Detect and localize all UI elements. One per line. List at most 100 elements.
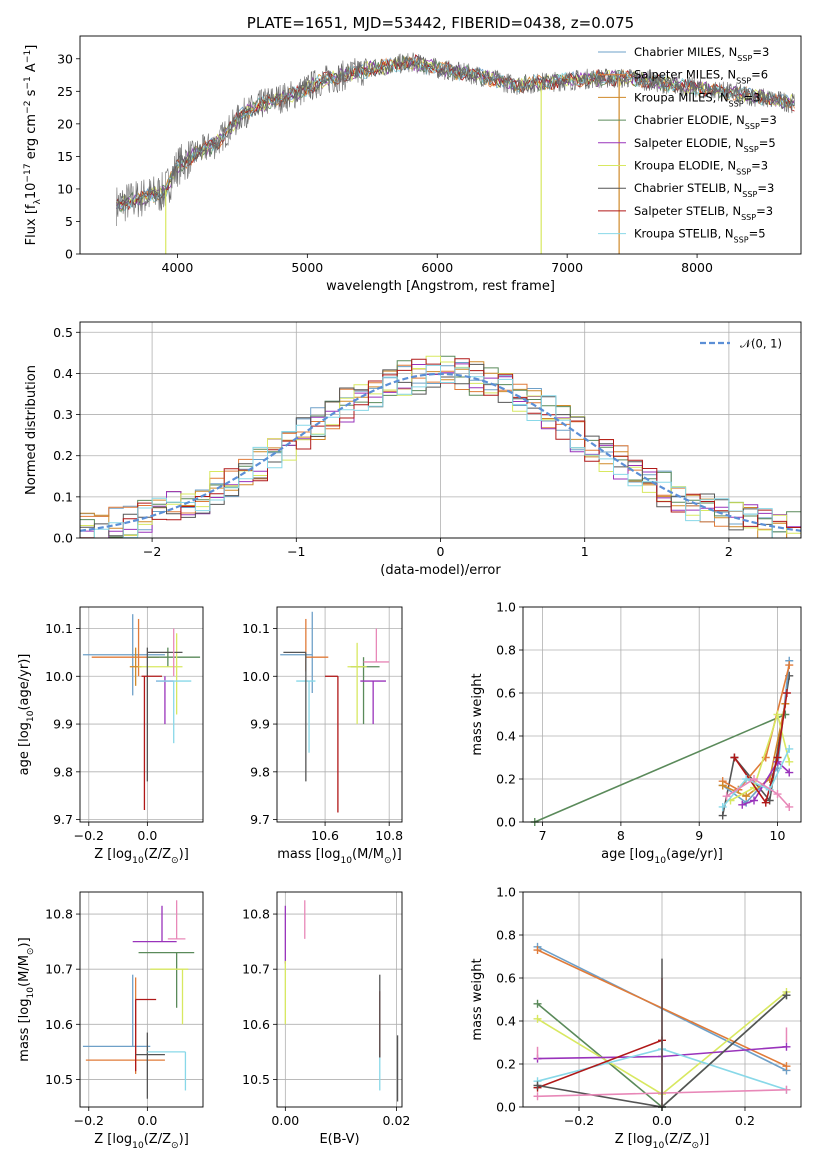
legend-entry: Chabrier ELODIE, NSSP=3 bbox=[634, 113, 777, 131]
y-tick-label: 0.0 bbox=[496, 1100, 516, 1115]
y-tick-label: 0.2 bbox=[496, 1057, 516, 1072]
y-axis-label: Flux [fλ10−17 erg cm−2 s−1 A−1] bbox=[23, 45, 43, 246]
y-tick-label: 0.3 bbox=[53, 407, 73, 422]
y-tick-label: 20 bbox=[57, 116, 73, 131]
y-tick-label: 0.2 bbox=[53, 448, 73, 463]
series-line-salpeter-elodie bbox=[742, 760, 790, 806]
y-tick-label: 10.6 bbox=[45, 1017, 73, 1032]
x-tick-label: −1 bbox=[287, 544, 305, 559]
x-tick-label: 0.2 bbox=[735, 1113, 755, 1128]
y-tick-label: 10 bbox=[57, 181, 73, 196]
errorbar-point bbox=[132, 905, 177, 943]
plus-marker bbox=[782, 991, 791, 1000]
plus-marker bbox=[785, 661, 794, 670]
spectrum-panel: 4000 5000 6000 7000 8000 0 5 10 15 20 25 30 waveleng… bbox=[23, 14, 802, 294]
x-tick-label: −2 bbox=[143, 544, 161, 559]
x-tick-label: 0.0 bbox=[137, 828, 157, 843]
x-tick-label: 0.02 bbox=[383, 1113, 411, 1128]
y-tick-label: 10.0 bbox=[45, 669, 73, 684]
chart-title: PLATE=1651, MJD=53442, FIBERID=0438, z=0… bbox=[247, 14, 634, 32]
errorbar-point bbox=[138, 951, 195, 1008]
x-tick-label: 0 bbox=[437, 544, 445, 559]
y-tick-label: 0.1 bbox=[53, 489, 73, 504]
data-spectrum bbox=[116, 52, 795, 227]
y-tick-label: 10.0 bbox=[242, 669, 270, 684]
x-tick-label: 1 bbox=[581, 544, 589, 559]
legend-entry: Kroupa STELIB, NSSP=5 bbox=[634, 227, 766, 245]
x-tick-label: −0.2 bbox=[564, 1113, 594, 1128]
y-tick-label: 9.7 bbox=[53, 812, 73, 827]
x-tick-label: −0.2 bbox=[74, 828, 104, 843]
y-axis-label: mass weight bbox=[470, 673, 485, 755]
errorbar-point bbox=[360, 680, 386, 725]
axes-frame bbox=[522, 606, 802, 823]
x-tick-label: 6000 bbox=[421, 260, 453, 275]
y-tick-label: 9.9 bbox=[250, 717, 270, 732]
legend-entry: Salpeter STELIB, NSSP=3 bbox=[634, 204, 773, 222]
y-tick-label: 10.8 bbox=[242, 907, 270, 922]
plus-marker bbox=[782, 1042, 791, 1051]
series-line-extra_pink bbox=[726, 778, 790, 808]
errorbar-point bbox=[167, 900, 186, 940]
series-line-salpeter-stelib bbox=[537, 1039, 663, 1089]
plus-marker bbox=[533, 1081, 542, 1090]
errorbar-point bbox=[347, 642, 367, 725]
plus-marker bbox=[742, 775, 751, 783]
x-tick-label: 10.6 bbox=[311, 828, 339, 843]
x-tick-label: 7 bbox=[539, 828, 547, 843]
y-tick-label: 5 bbox=[65, 214, 73, 229]
y-tick-label: 10.6 bbox=[242, 1017, 270, 1032]
x-tick-label: −0.2 bbox=[74, 1113, 104, 1128]
residuals-panel: −2 −1 0 1 2 0.0 0.1 0.2 0.3 0.4 0.5 (data-model)/er… bbox=[24, 321, 802, 578]
x-tick-label: 8000 bbox=[681, 260, 713, 275]
errorbar-point bbox=[147, 1051, 187, 1091]
x-axis-label: Z [log10(Z/Z⊙)] bbox=[94, 847, 189, 866]
errorbar-point bbox=[82, 974, 151, 1048]
x-axis-label: age [log10(age/yr)] bbox=[601, 847, 723, 866]
legend: Chabrier MILES, NSSP=3 Salpeter MILES, NS… bbox=[598, 45, 777, 244]
weight-vs-age-panel: 7 8 9 10 0.0 0.2 0.4 0.6 0.8 1.0 age [log10(age/yr… bbox=[470, 600, 802, 866]
axes-frame bbox=[79, 35, 802, 255]
axes-frame bbox=[276, 606, 403, 823]
plus-marker bbox=[722, 792, 731, 801]
y-tick-label: 25 bbox=[57, 84, 73, 99]
axes-frame bbox=[79, 606, 204, 823]
legend-entry: Kroupa MILES, NSSP=3 bbox=[634, 90, 761, 108]
plus-marker bbox=[773, 753, 782, 762]
y-tick-label: 9.8 bbox=[250, 764, 270, 779]
legend-entry: Chabrier MILES, NSSP=3 bbox=[634, 45, 769, 63]
x-tick-label: 0.0 bbox=[137, 1113, 157, 1128]
x-tick-label: 8 bbox=[617, 828, 625, 843]
x-tick-label: 10.8 bbox=[375, 828, 403, 843]
axes-frame bbox=[79, 891, 204, 1108]
y-tick-label: 10.7 bbox=[242, 962, 270, 977]
x-axis-label: E(B-V) bbox=[319, 1132, 359, 1147]
y-tick-label: 0.0 bbox=[53, 531, 73, 546]
series-line-chabrier-elodie bbox=[534, 713, 786, 823]
errorbar-point bbox=[82, 614, 165, 696]
y-axis-label: Normed distribution bbox=[24, 365, 39, 495]
y-tick-label: 9.7 bbox=[250, 812, 270, 827]
plus-marker bbox=[782, 1062, 791, 1071]
y-tick-label: 0.8 bbox=[496, 643, 516, 658]
plus-marker bbox=[750, 775, 759, 783]
x-tick-label: 0.0 bbox=[652, 1113, 672, 1128]
y-tick-label: 10.8 bbox=[45, 907, 73, 922]
gaussian-curve bbox=[80, 372, 801, 532]
plus-marker bbox=[785, 802, 794, 811]
plus-marker bbox=[730, 753, 739, 762]
plus-marker bbox=[533, 1014, 542, 1023]
series-line-kroupa-stelib bbox=[722, 748, 791, 808]
legend-entry: Salpeter MILES, NSSP=6 bbox=[634, 68, 768, 86]
errorbar-point bbox=[141, 675, 162, 811]
y-tick-label: 0 bbox=[65, 247, 73, 262]
plus-marker bbox=[718, 802, 727, 811]
mass-vs-EBV-panel: 0.00 0.02 10.5 10.6 10.7 10.8 E(B-V) bbox=[242, 891, 411, 1147]
x-tick-label: 7000 bbox=[551, 260, 583, 275]
plus-marker bbox=[533, 999, 542, 1008]
errorbar-point bbox=[138, 633, 183, 715]
y-tick-label: 0.6 bbox=[496, 971, 516, 986]
histogram-kroupa-stelib bbox=[80, 364, 801, 538]
mass-vs-Z-panel: −0.2 0.0 10.5 10.6 10.7 10.8 Z [log10(Z/Z⊙)] ma… bbox=[17, 891, 204, 1151]
